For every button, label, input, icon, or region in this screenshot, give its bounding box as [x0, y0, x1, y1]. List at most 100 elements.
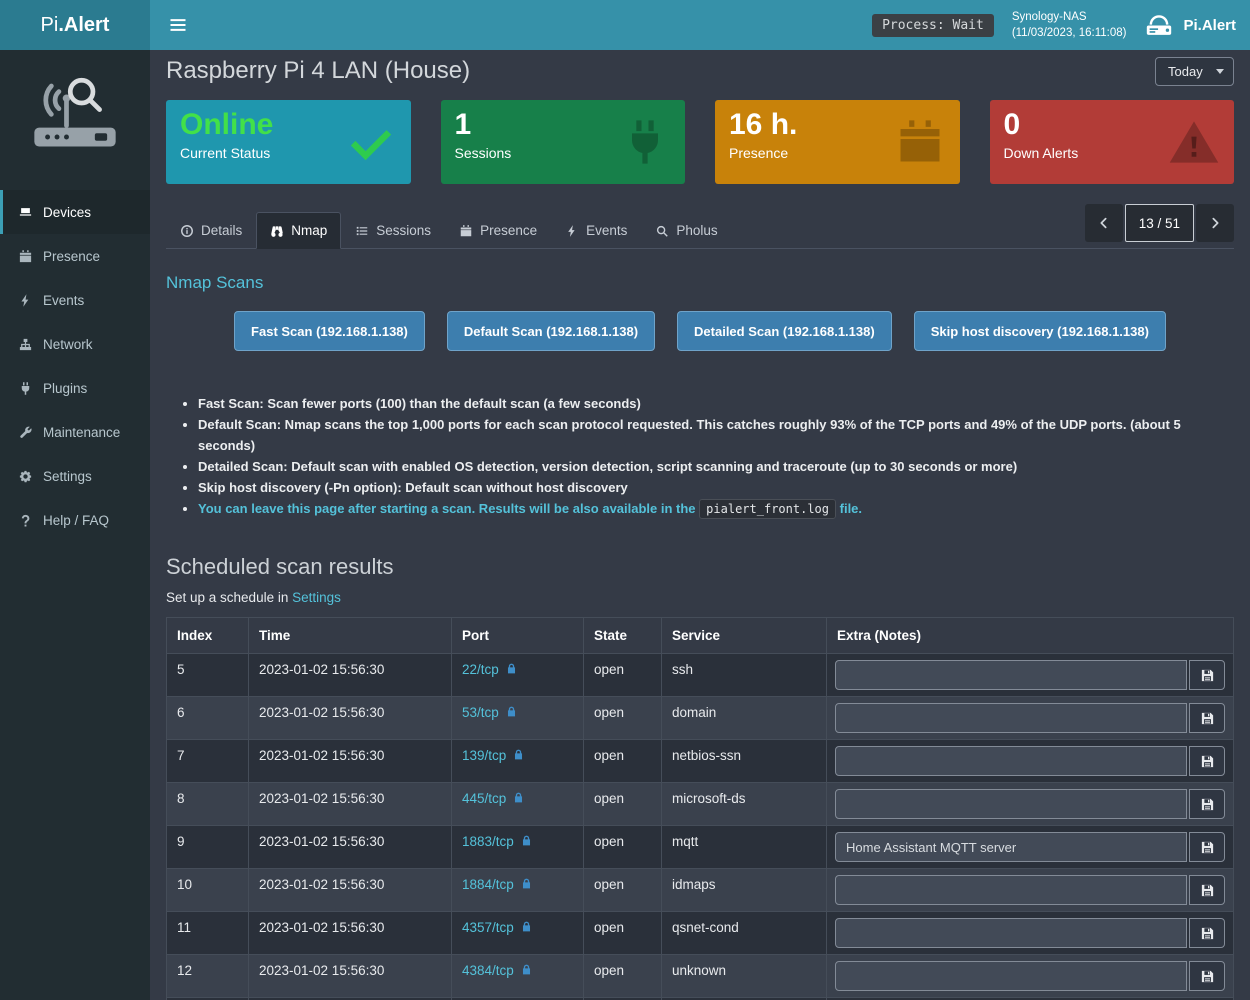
scan-result-row: 10 2023-01-02 15:56:30 1884/tcp open idmaps: [166, 868, 1234, 912]
note-item: You can leave this page after starting a…: [198, 498, 1234, 520]
nmap-panel: Nmap Scans Fast Scan (192.168.1.138) Defa…: [166, 249, 1234, 1000]
sitemap-icon: [17, 337, 34, 352]
app-title: Pi.Alert: [1144, 13, 1236, 38]
note-input[interactable]: [835, 832, 1187, 862]
navbar-main: Process: Wait Synology-NAS (11/03/2023, …: [150, 0, 1250, 50]
app-title-label: Pi.Alert: [1183, 16, 1236, 34]
lock-icon: [505, 662, 518, 675]
sidebar-item-devices[interactable]: Devices: [0, 190, 150, 234]
sidebar-item-settings[interactable]: Settings: [0, 454, 150, 498]
port-link[interactable]: 139/tcp: [462, 748, 507, 763]
scan-result-row: 8 2023-01-02 15:56:30 445/tcp open microsoft…: [166, 782, 1234, 826]
cell-service: qsnet-cond: [661, 911, 827, 955]
skip-host-discovery-button[interactable]: Skip host discovery (192.168.1.138): [913, 311, 1166, 351]
cell-time: 2023-01-02 15:56:30: [248, 653, 452, 697]
cell-port: 53/tcp: [451, 696, 584, 740]
fast-scan-button[interactable]: Fast Scan (192.168.1.138): [234, 311, 425, 351]
pager-next-button[interactable]: [1196, 204, 1234, 242]
pager-position: 13 / 51: [1124, 204, 1194, 242]
note-input[interactable]: [835, 746, 1187, 776]
sidebar-item-maintenance[interactable]: Maintenance: [0, 410, 150, 454]
sidebar-item-network[interactable]: Network: [0, 322, 150, 366]
status-card-down-alerts[interactable]: 0 Down Alerts: [989, 100, 1234, 184]
chevron-left-icon: [1096, 215, 1112, 231]
note-input[interactable]: [835, 961, 1187, 991]
tab-sessions[interactable]: Sessions: [341, 212, 445, 249]
table-header-row: Index Time Port State Service Extra (Notes): [166, 617, 1234, 654]
port-link[interactable]: 4357/tcp: [462, 920, 514, 935]
sidebar-item-plugins[interactable]: Plugins: [0, 366, 150, 410]
hamburger-menu-icon[interactable]: [168, 15, 188, 35]
top-navbar: Pi .Alert Process: Wait Synology-NAS (11/…: [0, 0, 1250, 50]
scan-results-table: Index Time Port State Service Extra (Notes) 5…: [166, 617, 1234, 1000]
port-link[interactable]: 1883/tcp: [462, 834, 514, 849]
tab-nmap[interactable]: Nmap: [256, 212, 342, 249]
calendar-check-icon: [459, 224, 473, 238]
port-link[interactable]: 22/tcp: [462, 662, 499, 677]
note-input[interactable]: [835, 875, 1187, 905]
note-input[interactable]: [835, 789, 1187, 819]
cell-state: open: [583, 653, 662, 697]
detailed-scan-button[interactable]: Detailed Scan (192.168.1.138): [677, 311, 892, 351]
sidebar-item-help-faq[interactable]: Help / FAQ: [0, 498, 150, 542]
tab-pholus[interactable]: Pholus: [641, 212, 731, 249]
cell-port: 22/tcp: [451, 653, 584, 697]
question-icon: [17, 513, 34, 528]
navbar-right: Process: Wait Synology-NAS (11/03/2023, …: [872, 9, 1236, 41]
status-card-presence[interactable]: 16 h. Presence: [715, 100, 960, 184]
period-select[interactable]: Today: [1155, 56, 1234, 86]
note-input[interactable]: [835, 703, 1187, 733]
default-scan-button[interactable]: Default Scan (192.168.1.138): [446, 311, 656, 351]
cell-index: 9: [166, 825, 249, 869]
scan-result-row: 7 2023-01-02 15:56:30 139/tcp open netbios-s…: [166, 739, 1234, 783]
lock-icon: [512, 791, 525, 804]
list-icon: [355, 224, 369, 238]
cell-port: 139/tcp: [451, 739, 584, 783]
cell-state: open: [583, 696, 662, 740]
save-note-button[interactable]: [1189, 875, 1225, 905]
tab-events[interactable]: Events: [551, 212, 641, 249]
status-card-current-status[interactable]: Online Current Status: [166, 100, 411, 184]
scan-description-item: Fast Scan: Scan fewer ports (100) than t…: [198, 393, 1234, 414]
card-value: Online: [180, 108, 274, 141]
cell-notes: [826, 911, 1234, 955]
save-note-button[interactable]: [1189, 660, 1225, 690]
note-input[interactable]: [835, 660, 1187, 690]
save-note-button[interactable]: [1189, 703, 1225, 733]
host-name: Synology-NAS: [1011, 10, 1087, 23]
save-note-button[interactable]: [1189, 746, 1225, 776]
save-note-button[interactable]: [1189, 789, 1225, 819]
port-link[interactable]: 53/tcp: [462, 705, 499, 720]
cell-index: 6: [166, 696, 249, 740]
sidebar-item-presence[interactable]: Presence: [0, 234, 150, 278]
note-input[interactable]: [835, 918, 1187, 948]
wrench-icon: [17, 425, 34, 440]
port-link[interactable]: 4384/tcp: [462, 963, 514, 978]
save-note-button[interactable]: [1189, 832, 1225, 862]
port-link[interactable]: 445/tcp: [462, 791, 507, 806]
cell-state: open: [583, 868, 662, 912]
brand-logo[interactable]: Pi .Alert: [0, 0, 150, 50]
settings-link[interactable]: Settings: [292, 590, 341, 605]
status-card-sessions[interactable]: 1 Sessions: [440, 100, 685, 184]
sidebar-item-events[interactable]: Events: [0, 278, 150, 322]
sidebar-item-label: Devices: [43, 204, 92, 220]
lock-icon: [520, 920, 533, 933]
brand-text-alert: .Alert: [58, 13, 110, 36]
tab-presence[interactable]: Presence: [445, 212, 551, 249]
status-cards: Online Current Status 1 Sessions 16 h. Presen…: [166, 100, 1234, 184]
cell-port: 1883/tcp: [451, 825, 584, 869]
cell-notes: [826, 782, 1234, 826]
save-note-button[interactable]: [1189, 961, 1225, 991]
card-value: 16 h.: [729, 108, 798, 141]
save-note-button[interactable]: [1189, 918, 1225, 948]
check-icon: [345, 116, 397, 168]
port-link[interactable]: 1884/tcp: [462, 877, 514, 892]
tab-label: Sessions: [376, 223, 432, 238]
cell-time: 2023-01-02 15:56:30: [248, 696, 452, 740]
pager-previous-button[interactable]: [1084, 204, 1123, 242]
scan-result-row: 5 2023-01-02 15:56:30 22/tcp open ssh: [166, 653, 1234, 697]
tab-details[interactable]: Details: [166, 212, 256, 249]
scan-buttons: Fast Scan (192.168.1.138) Default Scan (1…: [166, 311, 1234, 351]
cell-time: 2023-01-02 15:56:30: [248, 954, 452, 998]
